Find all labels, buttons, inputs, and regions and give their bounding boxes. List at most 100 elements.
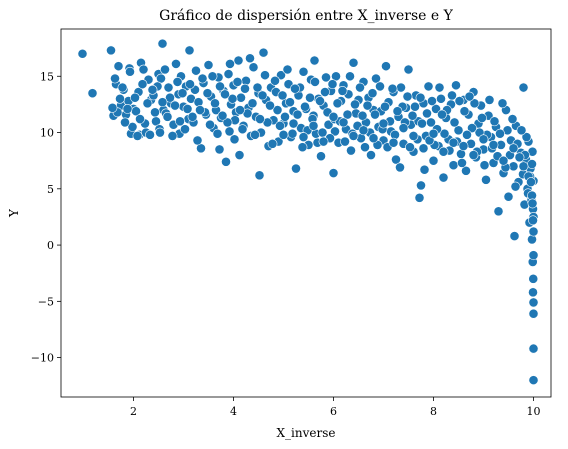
data-point — [416, 180, 426, 191]
data-point — [431, 104, 441, 114]
data-point — [461, 165, 471, 176]
y-tick-label: 5 — [47, 183, 54, 196]
data-point — [113, 61, 124, 72]
data-point — [130, 92, 140, 103]
data-point — [453, 125, 464, 136]
data-point — [527, 198, 538, 209]
data-point — [285, 97, 295, 108]
data-point — [106, 45, 116, 56]
data-point — [87, 88, 98, 99]
data-point — [438, 146, 449, 157]
data-point — [155, 127, 165, 138]
data-point — [428, 128, 439, 139]
data-point — [417, 118, 427, 129]
y-tick-label: 0 — [47, 239, 54, 252]
data-point — [275, 120, 285, 131]
data-point — [220, 89, 230, 100]
data-point — [340, 136, 350, 147]
data-point — [142, 98, 153, 109]
data-point — [436, 93, 446, 104]
data-point — [202, 88, 213, 99]
data-point — [342, 109, 353, 120]
data-point — [223, 69, 234, 79]
data-point — [418, 143, 429, 154]
data-point — [120, 117, 130, 128]
data-point — [454, 96, 465, 106]
data-point — [396, 82, 406, 93]
data-point — [290, 83, 300, 94]
data-point — [288, 118, 299, 129]
data-point — [260, 70, 270, 81]
data-point — [458, 141, 469, 151]
y-axis-label: Y — [7, 208, 21, 218]
x-tick-label: 2 — [130, 405, 137, 418]
data-point — [508, 161, 519, 172]
data-point — [388, 137, 399, 148]
data-point — [358, 125, 369, 136]
data-point — [276, 70, 286, 81]
data-point — [516, 125, 527, 136]
data-point — [127, 122, 138, 132]
data-point — [145, 129, 155, 140]
data-point — [427, 96, 437, 106]
data-point — [355, 82, 365, 93]
data-point — [248, 62, 259, 73]
data-point — [428, 155, 439, 166]
data-point — [195, 105, 205, 115]
data-point — [392, 106, 403, 117]
data-point — [439, 128, 450, 139]
data-point — [478, 134, 489, 145]
data-point — [407, 110, 418, 121]
data-point — [282, 64, 293, 75]
data-point — [172, 76, 183, 87]
data-point — [150, 107, 160, 118]
data-point — [147, 84, 158, 95]
data-point — [280, 111, 290, 122]
data-point — [287, 128, 298, 139]
data-point — [236, 92, 246, 103]
data-point — [448, 137, 459, 148]
data-point — [317, 127, 328, 138]
data-point — [137, 79, 148, 90]
data-point — [408, 131, 419, 141]
data-point — [346, 145, 356, 156]
data-point — [528, 375, 539, 386]
data-point — [371, 73, 381, 84]
data-point — [410, 101, 420, 112]
data-point — [521, 132, 532, 142]
data-point — [395, 162, 405, 173]
y-tick-label: 15 — [40, 70, 54, 83]
data-point — [298, 132, 309, 142]
data-point — [403, 64, 414, 75]
data-point — [357, 110, 368, 121]
data-point — [122, 104, 133, 114]
data-point — [171, 58, 181, 69]
data-point — [110, 73, 120, 84]
data-point — [291, 163, 301, 174]
data-point — [380, 101, 390, 112]
data-point — [434, 82, 445, 93]
data-point — [191, 65, 201, 76]
data-point — [422, 108, 432, 119]
data-point — [207, 71, 218, 82]
data-point — [320, 87, 330, 97]
data-point — [233, 55, 244, 66]
data-point — [370, 109, 380, 120]
x-axis-ticks: 2 4 6 8 10 — [130, 397, 541, 418]
data-point — [187, 111, 198, 122]
data-point — [375, 81, 385, 92]
data-point — [468, 150, 479, 160]
data-point — [337, 86, 348, 96]
data-point — [175, 116, 185, 127]
data-point — [224, 126, 235, 137]
data-point — [192, 135, 203, 146]
data-point — [495, 128, 505, 139]
data-point — [257, 90, 268, 101]
data-point — [205, 119, 215, 130]
data-points — [77, 38, 539, 386]
data-point — [493, 206, 504, 217]
data-point — [270, 75, 280, 86]
data-point — [348, 131, 359, 141]
data-point — [203, 60, 214, 70]
